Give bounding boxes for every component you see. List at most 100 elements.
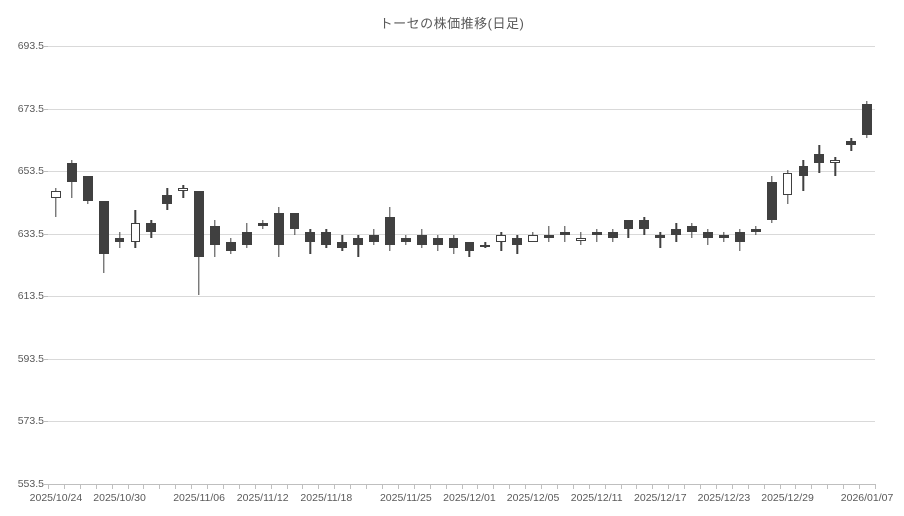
x-axis-tick-mark <box>811 484 813 489</box>
x-axis-tick-mark <box>413 484 415 489</box>
candlestick <box>432 46 443 484</box>
candlestick <box>480 46 491 484</box>
x-axis-tick-mark <box>159 484 161 489</box>
x-axis-tick-mark <box>191 484 193 489</box>
candle-wick <box>580 232 582 245</box>
x-axis-tick-label: 2025/12/23 <box>697 492 751 504</box>
candle-body-down <box>305 232 316 242</box>
x-axis-tick-label: 2026/01/07 <box>840 492 894 504</box>
candlestick <box>814 46 825 484</box>
x-axis-tick-label: 2025/12/05 <box>506 492 560 504</box>
candle-body-down <box>369 235 379 242</box>
y-axis-tick-mark <box>43 108 48 110</box>
gridline <box>48 171 875 173</box>
candle-body-down <box>321 232 332 245</box>
candle-body-down <box>862 103 872 136</box>
candlestick <box>162 46 173 484</box>
candlestick <box>194 46 205 484</box>
candle-body-down <box>718 235 729 239</box>
y-axis-tick-label: 653.5 <box>17 165 44 178</box>
y-axis-tick-label: 593.5 <box>17 352 44 365</box>
candle-body-down <box>544 235 554 239</box>
x-axis-tick-mark <box>731 484 733 489</box>
candlestick <box>591 46 602 484</box>
candle-body-down <box>385 216 395 245</box>
candle-body-down <box>241 232 252 245</box>
candle-body-down <box>639 219 650 229</box>
candlestick <box>225 46 236 484</box>
candlestick <box>655 46 666 484</box>
plot-area <box>48 46 875 485</box>
candlestick <box>321 46 332 484</box>
candlestick <box>718 46 729 484</box>
candle-wick <box>627 219 630 239</box>
candle-body-up <box>782 172 793 195</box>
x-axis-tick-mark <box>525 484 527 489</box>
candle-body-down <box>432 238 443 245</box>
x-axis-tick-mark <box>636 484 638 489</box>
candlestick <box>273 46 284 484</box>
candlestick <box>559 46 570 484</box>
candle-body-down <box>146 222 157 233</box>
x-axis-tick-mark <box>254 484 256 489</box>
x-axis-tick-mark <box>668 484 670 489</box>
candlestick <box>639 46 650 484</box>
y-axis-tick-mark <box>43 171 48 173</box>
candle-body-down <box>750 229 761 233</box>
x-axis-tick-mark <box>286 484 288 489</box>
candlestick <box>400 46 411 484</box>
x-axis-tick-mark <box>397 484 399 489</box>
candlestick <box>353 46 364 484</box>
x-axis-tick-label: 2025/12/29 <box>761 492 814 504</box>
candle-body-down <box>703 232 713 239</box>
candlestick <box>575 46 586 484</box>
x-axis-tick-label: 2025/12/11 <box>570 492 623 504</box>
x-axis-tick-mark <box>795 484 797 489</box>
y-axis-tick-label: 613.5 <box>17 290 44 303</box>
candlestick <box>114 46 125 484</box>
candle-body-down <box>289 213 300 230</box>
candlestick <box>369 46 379 484</box>
candlestick <box>623 46 634 484</box>
candlestick <box>607 46 618 484</box>
x-axis-tick-mark <box>302 484 304 489</box>
candle-body-up <box>575 238 586 241</box>
candle-wick <box>357 235 359 258</box>
candle-body-down <box>655 235 666 239</box>
candle-body-down <box>82 175 93 201</box>
y-axis-tick-mark <box>43 233 48 235</box>
x-axis-tick-label: 2025/12/17 <box>634 492 687 504</box>
x-axis-tick-mark <box>604 484 606 489</box>
candle-wick <box>834 157 836 176</box>
candle-body-down <box>687 225 698 233</box>
y-axis-tick-label: 573.5 <box>17 415 44 428</box>
candlestick <box>687 46 698 484</box>
x-axis-tick-mark <box>556 484 558 489</box>
candle-body-down <box>798 166 809 176</box>
candle-body-down <box>66 163 77 183</box>
candlestick <box>846 46 857 484</box>
candlestick <box>830 46 841 484</box>
candle-body-down <box>464 241 475 251</box>
candlestick <box>305 46 316 484</box>
candlestick <box>146 46 157 484</box>
y-axis-tick-mark <box>43 46 48 47</box>
candlestick <box>496 46 507 484</box>
x-axis-tick-mark <box>366 484 368 489</box>
candle-body-down <box>273 213 284 245</box>
x-axis-tick-mark <box>238 484 240 489</box>
x-axis-tick-mark <box>334 484 336 489</box>
y-axis-tick-label: 553.5 <box>17 478 44 490</box>
x-axis-tick-mark <box>827 484 829 489</box>
x-axis-tick-mark <box>111 484 113 489</box>
candlestick <box>337 46 348 484</box>
candlestick <box>98 46 109 484</box>
candle-body-down <box>400 238 411 242</box>
candlestick <box>130 46 141 484</box>
candle-body-down <box>448 238 459 248</box>
y-axis-tick-label: 673.5 <box>17 102 44 115</box>
candlestick <box>210 46 220 484</box>
x-axis-tick-mark <box>381 484 383 489</box>
x-axis-tick-mark <box>222 484 224 489</box>
